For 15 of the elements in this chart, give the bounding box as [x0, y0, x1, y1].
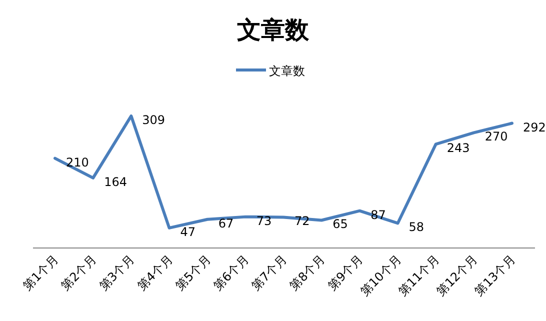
data-label: 65: [332, 217, 348, 232]
title: 文章数: [237, 16, 309, 44]
data-label: 67: [218, 216, 234, 230]
data-label: 309: [142, 113, 166, 127]
data-label: 243: [446, 141, 470, 156]
data-label: 210: [66, 155, 89, 170]
x-tick: 第4个月: [134, 252, 176, 293]
x-tick: 第3个月: [96, 252, 138, 293]
data-label: 47: [180, 224, 196, 239]
data-label: 58: [408, 220, 424, 234]
legend-label: 文章数: [269, 64, 305, 78]
data-label: 164: [104, 174, 127, 189]
data-label: 270: [484, 130, 508, 144]
data-label: 292: [523, 120, 546, 134]
x-tick: 第5个月: [172, 252, 214, 293]
